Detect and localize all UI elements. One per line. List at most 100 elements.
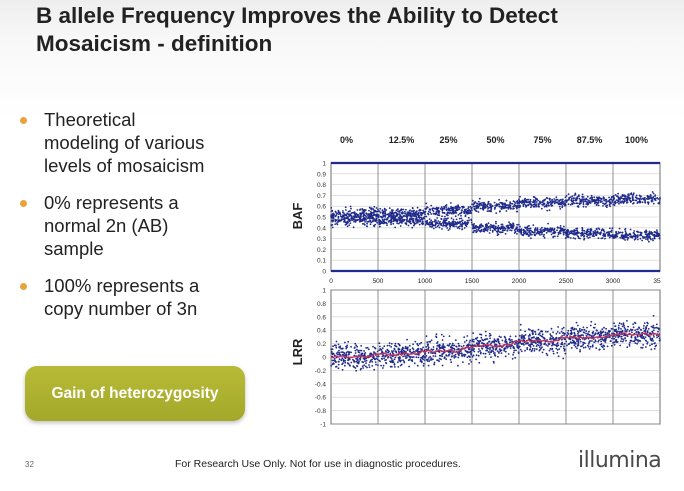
lrr-data-point: [604, 331, 607, 334]
baf-data-point: [533, 231, 536, 234]
bullet-text: copy number of 3n: [44, 298, 198, 319]
lrr-data-point: [454, 339, 457, 342]
baf-data-point: [648, 235, 650, 238]
baf-data-point: [428, 218, 431, 221]
baf-data-point: [462, 222, 464, 225]
lrr-data-point: [576, 344, 579, 347]
baf-data-point: [447, 229, 450, 232]
baf-data-point: [359, 213, 362, 216]
baf-data-point: [648, 195, 651, 198]
lrr-data-point: [602, 330, 605, 333]
lrr-data-point: [372, 357, 375, 360]
lrr-data-point: [541, 351, 544, 354]
baf-data-point: [440, 224, 443, 227]
baf-data-point: [589, 231, 592, 234]
baf-data-point: [430, 219, 433, 222]
lrr-data-point: [427, 346, 430, 349]
lrr-data-point: [588, 348, 591, 350]
baf-data-point: [580, 234, 583, 237]
lrr-data-point: [537, 337, 540, 340]
lrr-data-point: [457, 342, 460, 345]
lrr-trend-line: [330, 332, 660, 359]
lrr-data-point: [561, 328, 564, 330]
baf-data-point: [467, 210, 470, 212]
baf-data-point: [558, 231, 561, 234]
baf-data-point: [520, 201, 522, 203]
baf-data-point: [418, 219, 420, 221]
baf-data-point: [411, 218, 413, 221]
lrr-data-point: [432, 346, 435, 348]
lrr-data-point: [495, 347, 498, 349]
baf-y-tick-label: 0.6: [317, 204, 326, 211]
baf-data-point: [574, 202, 576, 205]
bullet-text: Theoretical: [44, 109, 136, 130]
baf-data-point: [471, 209, 473, 212]
baf-data-point: [521, 201, 524, 204]
baf-data-point: [338, 220, 341, 223]
baf-data-point: [429, 211, 432, 214]
baf-data-point: [597, 197, 599, 200]
baf-data-point: [412, 211, 415, 213]
lrr-data-point: [515, 349, 517, 352]
lrr-data-point: [540, 347, 542, 350]
baf-data-point: [391, 212, 394, 214]
baf-data-point: [569, 196, 572, 199]
lrr-y-tick-label: 0.8: [317, 301, 326, 308]
baf-data-point: [444, 222, 447, 224]
lrr-data-point: [423, 349, 426, 351]
lrr-data-point: [489, 351, 491, 353]
lrr-y-tick-label: 0.6: [317, 314, 326, 321]
baf-data-point: [572, 237, 575, 239]
lrr-y-tick-label: -0.6: [315, 395, 327, 402]
baf-data-point: [593, 202, 596, 205]
baf-data-point: [599, 197, 602, 200]
mosaicism-level-label: 100%: [625, 135, 648, 145]
lrr-data-point: [437, 359, 439, 362]
lrr-data-point: [477, 350, 480, 353]
lrr-data-point: [562, 357, 565, 360]
lrr-data-point: [488, 353, 491, 355]
lrr-data-point: [376, 355, 378, 358]
lrr-data-point: [341, 368, 344, 371]
baf-data-point: [646, 234, 649, 237]
baf-data-point: [508, 227, 510, 230]
baf-data-point: [334, 210, 337, 213]
baf-data-point: [572, 200, 574, 203]
baf-data-point: [491, 231, 494, 233]
baf-data-point: [534, 197, 537, 200]
baf-data-point: [548, 198, 551, 200]
lrr-data-point: [524, 330, 526, 333]
baf-data-point: [380, 216, 382, 218]
baf-data-point: [516, 202, 519, 205]
lrr-data-point: [511, 344, 513, 347]
lrr-data-point: [641, 346, 644, 349]
lrr-data-point: [519, 323, 522, 326]
baf-data-point: [489, 203, 492, 206]
lrr-data-point: [427, 364, 430, 367]
lrr-data-point: [457, 356, 460, 359]
lrr-data-point: [607, 332, 609, 335]
lrr-data-point: [505, 345, 508, 348]
baf-data-point: [593, 200, 595, 203]
lrr-data-point: [604, 333, 607, 336]
baf-data-point: [473, 229, 476, 232]
lrr-data-point: [435, 348, 438, 350]
lrr-data-point: [470, 352, 472, 355]
baf-data-point: [608, 203, 611, 206]
baf-data-point: [540, 230, 543, 232]
lrr-data-point: [526, 348, 529, 351]
baf-data-point: [523, 201, 526, 204]
baf-data-point: [542, 199, 544, 202]
baf-data-point: [582, 198, 584, 201]
baf-data-point: [654, 194, 657, 197]
baf-data-point: [509, 201, 511, 204]
baf-data-point: [554, 235, 556, 238]
baf-data-point: [609, 227, 611, 230]
lrr-data-point: [470, 361, 473, 363]
lrr-data-point: [399, 356, 401, 359]
lrr-data-point: [632, 323, 635, 325]
lrr-data-point: [613, 343, 616, 346]
lrr-data-point: [394, 356, 397, 359]
baf-data-point: [640, 198, 643, 201]
lrr-data-point: [527, 335, 530, 337]
